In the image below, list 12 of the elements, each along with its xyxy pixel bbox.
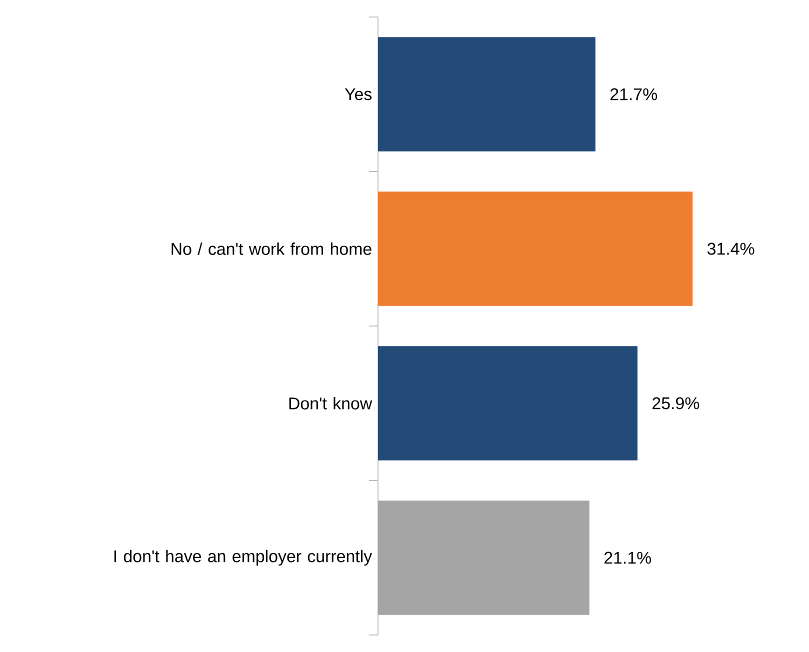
y-tick-label: I don't have an employer currently — [114, 550, 372, 566]
bar — [378, 500, 590, 615]
data-label: 21.1% — [604, 552, 652, 564]
data-label: 31.4% — [707, 242, 754, 255]
y-tick-label: Don't know — [289, 397, 372, 410]
bar — [378, 37, 596, 152]
y-tick-label: No / can't work from home — [172, 242, 372, 255]
y-tick-label: Yes — [344, 88, 372, 100]
data-label: 21.7% — [610, 88, 658, 100]
bar — [378, 346, 638, 460]
data-label: 25.9% — [652, 397, 700, 410]
bar — [378, 192, 693, 306]
